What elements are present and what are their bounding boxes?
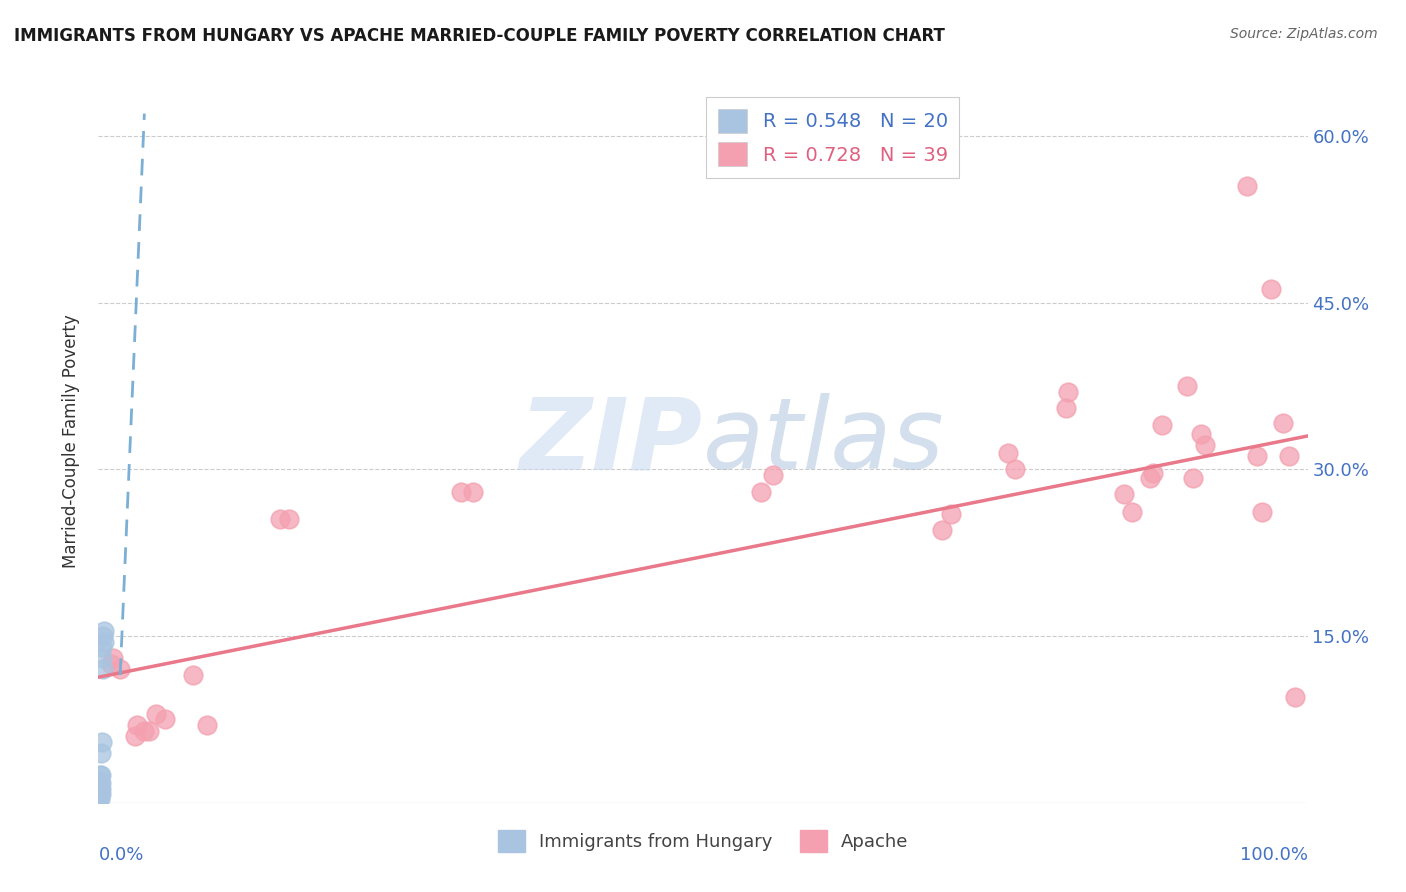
- Point: [87, 787, 110, 801]
- Text: 100.0%: 100.0%: [1240, 847, 1308, 864]
- Point: [762, 467, 785, 482]
- Point: [90, 746, 112, 760]
- Point: [90, 768, 112, 782]
- Point: [749, 484, 772, 499]
- Point: [1181, 471, 1204, 485]
- Point: [134, 723, 156, 738]
- Point: [1112, 487, 1135, 501]
- Point: [91, 651, 114, 665]
- Point: [1260, 282, 1282, 296]
- Point: [91, 640, 114, 655]
- Point: [463, 484, 485, 499]
- Point: [89, 782, 111, 797]
- Point: [997, 445, 1019, 459]
- Text: IMMIGRANTS FROM HUNGARY VS APACHE MARRIED-COUPLE FAMILY POVERTY CORRELATION CHAR: IMMIGRANTS FROM HUNGARY VS APACHE MARRIE…: [14, 27, 945, 45]
- Text: 0.0%: 0.0%: [98, 847, 143, 864]
- Point: [101, 651, 124, 665]
- Point: [91, 629, 114, 643]
- Point: [108, 662, 131, 676]
- Point: [1278, 449, 1301, 463]
- Point: [89, 768, 111, 782]
- Point: [87, 779, 110, 793]
- Point: [93, 624, 115, 638]
- Point: [145, 706, 167, 721]
- Point: [127, 718, 149, 732]
- Point: [91, 662, 114, 676]
- Point: [93, 634, 115, 648]
- Point: [450, 484, 472, 499]
- Point: [90, 787, 112, 801]
- Point: [931, 524, 953, 538]
- Point: [1121, 505, 1143, 519]
- Text: atlas: atlas: [703, 393, 945, 490]
- Point: [138, 723, 160, 738]
- Point: [1189, 426, 1212, 441]
- Point: [90, 782, 112, 797]
- Point: [1194, 438, 1216, 452]
- Point: [124, 729, 146, 743]
- Point: [1139, 471, 1161, 485]
- Point: [278, 512, 301, 526]
- Point: [89, 773, 111, 788]
- Point: [1004, 462, 1026, 476]
- Point: [153, 713, 176, 727]
- Point: [1175, 379, 1198, 393]
- Point: [91, 734, 114, 748]
- Point: [89, 792, 111, 806]
- Point: [87, 796, 110, 810]
- Y-axis label: Married-Couple Family Poverty: Married-Couple Family Poverty: [62, 315, 80, 568]
- Point: [1284, 690, 1306, 705]
- Point: [1250, 505, 1272, 519]
- Legend: Immigrants from Hungary, Apache: Immigrants from Hungary, Apache: [491, 822, 915, 859]
- Text: ZIP: ZIP: [520, 393, 703, 490]
- Point: [1054, 401, 1077, 416]
- Point: [1142, 466, 1164, 480]
- Point: [269, 512, 291, 526]
- Point: [1272, 416, 1295, 430]
- Point: [939, 507, 962, 521]
- Point: [89, 787, 111, 801]
- Point: [90, 776, 112, 790]
- Point: [195, 718, 218, 732]
- Point: [1057, 384, 1080, 399]
- Point: [100, 657, 122, 671]
- Text: Source: ZipAtlas.com: Source: ZipAtlas.com: [1230, 27, 1378, 41]
- Point: [1152, 417, 1174, 432]
- Point: [1246, 449, 1268, 463]
- Point: [1236, 178, 1258, 193]
- Point: [181, 668, 204, 682]
